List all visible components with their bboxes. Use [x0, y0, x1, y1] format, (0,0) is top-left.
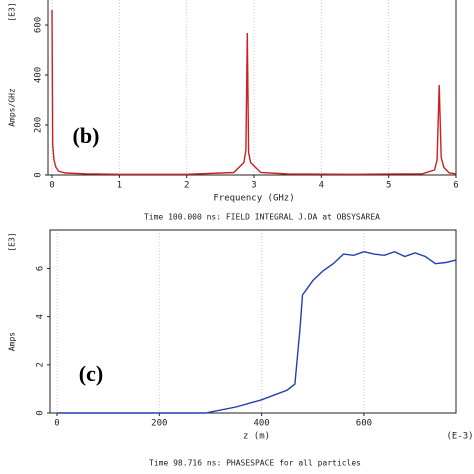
x-tick-label: 5	[386, 181, 391, 191]
y-tick-label: 0	[34, 172, 44, 177]
y-tick-label: 2	[36, 362, 46, 367]
x-tick-label: 4	[319, 181, 324, 191]
panel-label: (b)	[73, 123, 100, 148]
plot-frame	[47, 0, 457, 176]
x-tick-label: 400	[253, 419, 269, 429]
y-tick-label: 400	[34, 67, 44, 83]
y-axis-label: Amps	[8, 332, 17, 351]
x-tick-label: 2	[184, 181, 189, 191]
plot-frame	[49, 229, 457, 414]
y-tick-label: 0	[36, 410, 46, 415]
x-tick-label: 0	[54, 419, 59, 429]
panel-label: (c)	[79, 361, 103, 386]
y-axis-label: Amps/GHz	[8, 88, 17, 127]
x-axis-label: Frequency (GHz)	[213, 194, 294, 204]
y-scale-label: [E3]	[8, 232, 17, 251]
x-axis-label: z (m)	[243, 432, 270, 442]
x-scale-label: (E-3)	[446, 432, 473, 442]
x-tick-label: 0	[49, 181, 54, 191]
y-tick-label: 600	[34, 17, 44, 33]
y-tick-label: 200	[34, 117, 44, 133]
x-tick-label: 600	[356, 419, 372, 429]
chart-title: Time 100.000 ns: FIELD INTEGRAL J.DA at …	[144, 213, 380, 222]
caption: Time 98.716 ns: PHASESPACE for all parti…	[149, 459, 361, 468]
x-tick-label: 3	[251, 181, 256, 191]
data-line	[57, 250, 457, 414]
data-line	[51, 9, 457, 176]
y-tick-label: 6	[36, 266, 46, 271]
y-scale-label: [E3]	[8, 2, 17, 21]
y-tick-label: 4	[36, 314, 46, 319]
x-tick-label: 200	[151, 419, 167, 429]
x-tick-label: 1	[117, 181, 122, 191]
x-tick-label: 6	[453, 181, 458, 191]
